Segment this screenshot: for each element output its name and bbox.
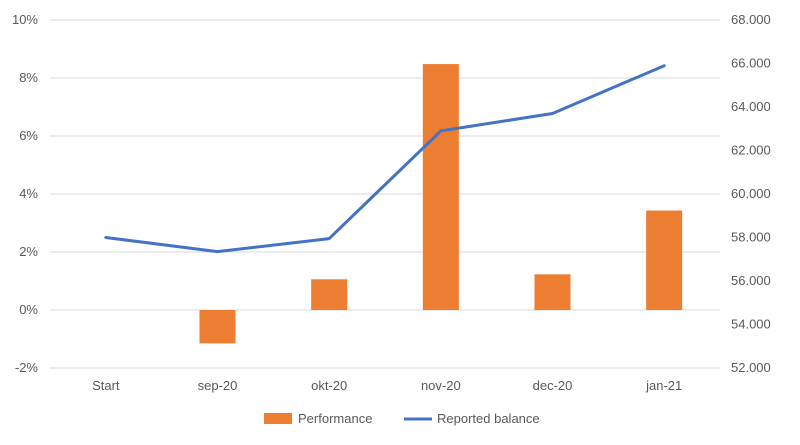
right-tick-label: 60.000 <box>731 186 771 201</box>
left-tick-label: 10% <box>12 12 38 27</box>
right-tick-label: 68.000 <box>731 12 771 27</box>
left-axis-labels: -2% 0% 2% 4% 6% 8% 10% <box>12 12 38 375</box>
x-tick-label: jan-21 <box>645 378 682 393</box>
gridlines <box>50 19 720 369</box>
x-axis-labels: Start sep-20 okt-20 nov-20 dec-20 jan-21 <box>92 378 682 393</box>
performance-bars <box>199 64 683 344</box>
left-tick-label: 4% <box>19 186 38 201</box>
left-tick-label: 0% <box>19 302 38 317</box>
right-tick-label: 62.000 <box>731 143 771 158</box>
x-tick-label: Start <box>92 378 120 393</box>
legend-label-reported-balance: Reported balance <box>437 411 540 426</box>
x-tick-label: nov-20 <box>421 378 461 393</box>
bar-jan-21 <box>646 210 683 310</box>
left-tick-label: -2% <box>15 360 39 375</box>
right-tick-label: 58.000 <box>731 230 771 245</box>
right-tick-label: 54.000 <box>731 317 771 332</box>
left-tick-label: 6% <box>19 128 38 143</box>
x-tick-label: dec-20 <box>533 378 573 393</box>
legend-swatch-performance <box>264 413 292 424</box>
right-tick-label: 64.000 <box>731 99 771 114</box>
x-tick-label: sep-20 <box>198 378 238 393</box>
bar-okt-20 <box>311 279 348 310</box>
reported-balance-series-line <box>104 64 666 254</box>
bar-dec-20 <box>534 274 571 310</box>
right-axis-labels: 52.000 54.000 56.000 58.000 60.000 62.000 64.0… <box>731 12 771 375</box>
legend-label-performance: Performance <box>298 411 372 426</box>
right-tick-label: 56.000 <box>731 273 771 288</box>
left-tick-label: 2% <box>19 244 38 259</box>
bar-sep-20 <box>199 310 236 344</box>
bar-nov-20 <box>422 64 459 310</box>
reported-balance-line <box>104 64 666 254</box>
right-tick-label: 66.000 <box>731 56 771 71</box>
right-tick-label: 52.000 <box>731 360 771 375</box>
legend: Performance Reported balance <box>264 411 540 426</box>
x-tick-label: okt-20 <box>311 378 347 393</box>
left-tick-label: 8% <box>19 70 38 85</box>
